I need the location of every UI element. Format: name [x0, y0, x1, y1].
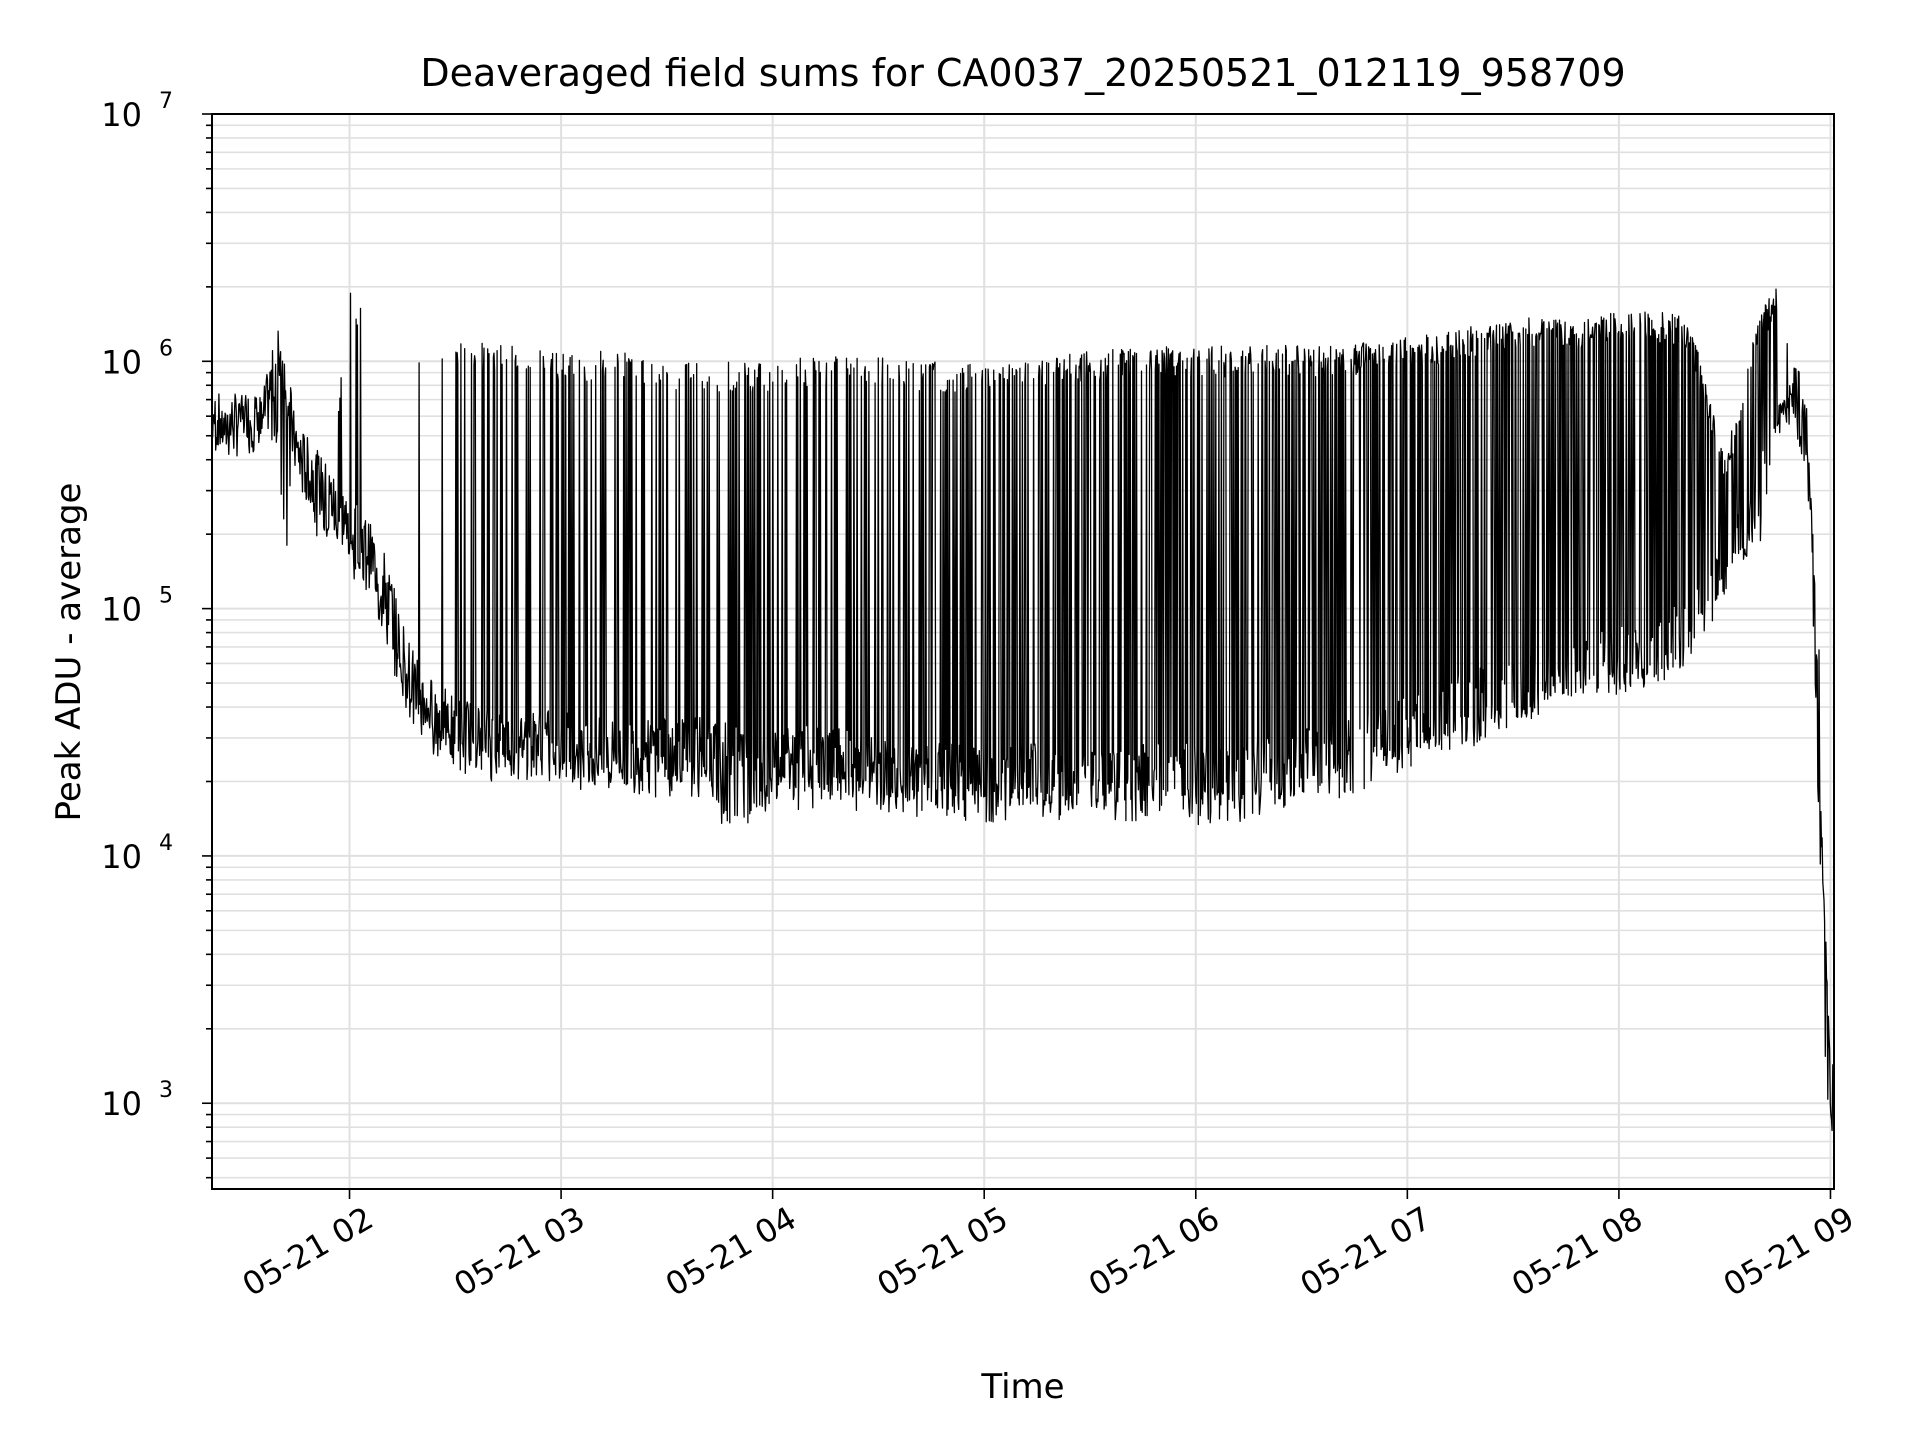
y-tick-label: 10	[101, 1085, 142, 1123]
y-tick-label: 10	[101, 838, 142, 876]
y-tick-label: 10	[101, 591, 142, 629]
chart-title: Deaveraged field sums for CA0037_2025052…	[420, 51, 1625, 95]
y-tick-exponent: 4	[159, 831, 173, 856]
y-tick-exponent: 7	[159, 89, 173, 114]
y-axis-label: Peak ADU - average	[49, 483, 89, 822]
series-line	[211, 288, 1835, 1132]
plot-frame	[211, 113, 1835, 1190]
x-axis-label: Time	[980, 1367, 1064, 1407]
y-tick-label: 10	[101, 343, 142, 381]
y-tick-exponent: 6	[159, 336, 173, 361]
y-tick-exponent: 5	[159, 584, 173, 609]
series-polyline	[211, 288, 1835, 1132]
y-tick-exponent: 3	[159, 1078, 173, 1103]
y-tick-label: 10	[101, 96, 142, 134]
